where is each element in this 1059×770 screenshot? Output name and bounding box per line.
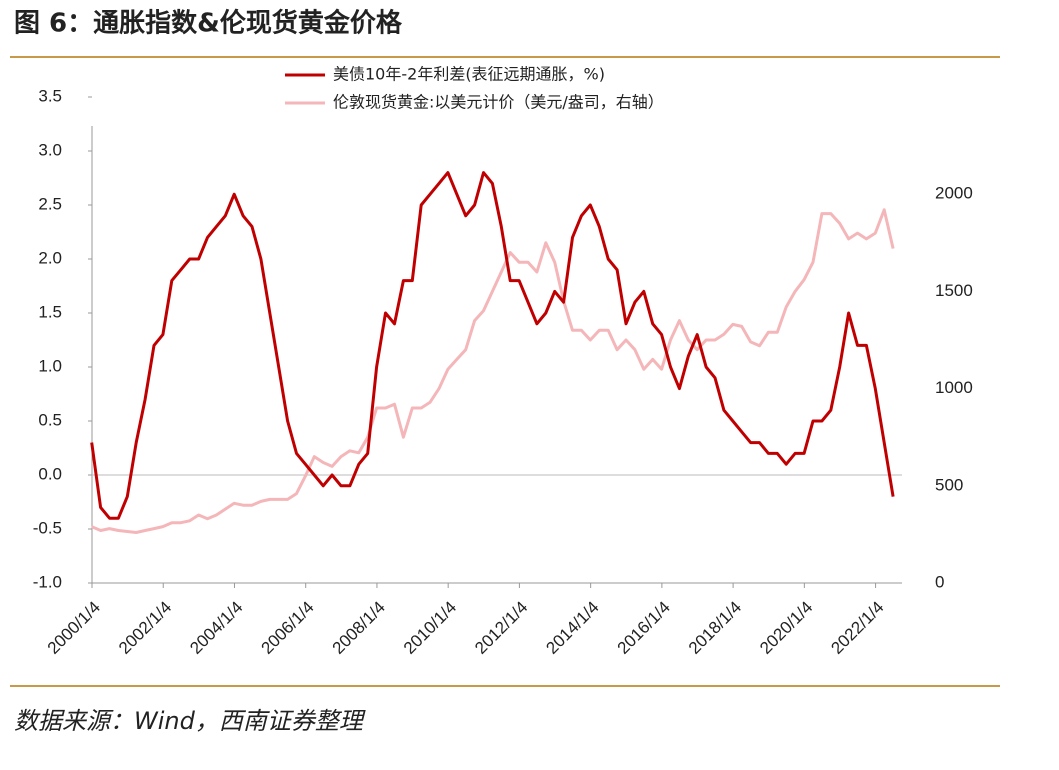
y-tick-label: -1.0 [33,572,62,591]
y-tick-label: -0.5 [33,518,62,537]
y-tick-label: 0.0 [38,464,62,483]
x-tick-label: 2010/1/4 [400,598,460,658]
x-tick-label: 2022/1/4 [827,598,887,658]
x-tick-label: 2014/1/4 [542,598,602,658]
legend-label: 美债10年-2年利差(表征远期通胀，%) [333,65,605,84]
x-tick-label: 2000/1/4 [44,598,104,658]
x-tick-label: 2002/1/4 [115,598,175,658]
series-line [90,171,895,520]
x-tick-label: 2016/1/4 [614,598,674,658]
y-tick-label: 2.0 [38,248,62,267]
y-tick-label: 1.5 [38,302,62,321]
y-tick-label: 0.5 [38,410,62,429]
legend-label: 伦敦现货黄金:以美元计价（美元/盎司，右轴） [333,93,664,112]
y2-tick-label: 1500 [935,281,973,300]
x-tick-label: 2004/1/4 [186,598,246,658]
y2-tick-label: 1000 [935,378,973,397]
x-tick-label: 2020/1/4 [756,598,816,658]
y2-tick-label: 2000 [935,184,973,203]
x-tick-label: 2006/1/4 [257,598,317,658]
y-tick-label: 3.0 [38,140,62,159]
y-tick-label: 1.0 [38,356,62,375]
chart-title: 图 6：通胀指数&伦现货黄金价格 [14,8,403,39]
x-tick-label: 2012/1/4 [471,598,531,658]
y2-tick-label: 0 [935,572,944,591]
series-line [91,208,895,534]
x-tick-label: 2008/1/4 [329,598,389,658]
y-tick-label: 3.5 [38,86,62,105]
source-note: 数据来源：Wind，西南证券整理 [14,707,366,735]
x-tick-label: 2018/1/4 [685,598,745,658]
y2-tick-label: 500 [935,475,963,494]
y-tick-label: 2.5 [38,194,62,213]
